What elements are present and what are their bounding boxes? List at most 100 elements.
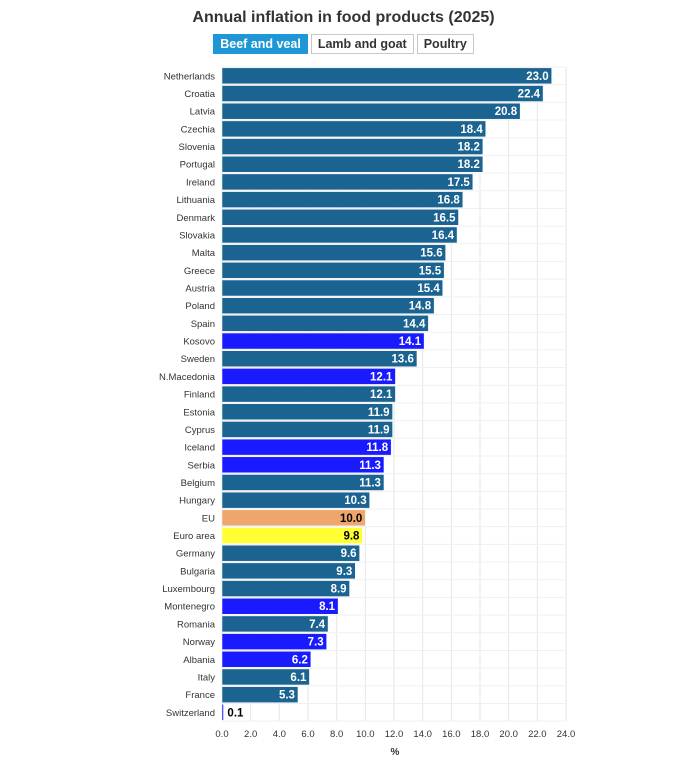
bar[interactable]: [221, 120, 486, 138]
bar[interactable]: [221, 385, 396, 403]
bar-value-label: 12.1: [370, 371, 393, 383]
x-tick-label: 2.0: [244, 729, 257, 740]
bar[interactable]: [221, 350, 418, 367]
bar-value-label: 18.4: [460, 124, 483, 136]
x-tick-label: 24.0: [557, 729, 576, 740]
bar-value-label: 16.8: [437, 195, 460, 207]
x-tick-label: 10.0: [356, 729, 375, 740]
bar[interactable]: [221, 155, 484, 173]
x-tick-label: 20.0: [499, 729, 518, 740]
bar-value-label: 18.2: [457, 142, 479, 154]
bars: 23.0 22.420.8 18.4 18.2 18.2 17.5 16.8 16.5 16.4…: [221, 67, 552, 721]
tab-poultry[interactable]: Poultry: [416, 34, 474, 54]
bar[interactable]: [221, 491, 370, 509]
x-tick-label: 6.0: [301, 729, 314, 740]
x-tick-label: 18.0: [471, 729, 490, 740]
bar[interactable]: [221, 315, 429, 332]
bar[interactable]: [221, 102, 521, 120]
category-label: Portugal: [180, 160, 215, 171]
category-labels: Netherlands Croatia Latvia Czechia Slovenia P…: [159, 71, 216, 718]
bar[interactable]: [221, 438, 392, 456]
bar[interactable]: [221, 562, 356, 580]
bar-value-label: 6.1: [290, 672, 307, 684]
bar-value-label: 9.6: [341, 548, 357, 560]
bar-value-label: 15.6: [420, 248, 442, 260]
bar[interactable]: [221, 544, 360, 562]
bar[interactable]: [221, 633, 327, 650]
bar-value-label: 0.1: [227, 707, 244, 719]
category-label: France: [185, 690, 215, 701]
category-label: Croatia: [184, 89, 215, 100]
category-label: Luxembourg: [162, 584, 215, 595]
bar-value-label: 15.4: [417, 283, 440, 295]
bar-value-label: 10.3: [344, 495, 366, 507]
bar[interactable]: [221, 244, 446, 261]
bar-value-label: 8.1: [319, 601, 336, 613]
bar-value-label: 14.1: [399, 336, 422, 348]
bar[interactable]: [221, 615, 329, 633]
category-label: Hungary: [179, 496, 215, 507]
category-label: Italy: [198, 672, 216, 683]
x-tick-label: 14.0: [413, 729, 432, 740]
bar[interactable]: [221, 173, 474, 191]
bar[interactable]: [221, 668, 310, 686]
category-label: Slovakia: [179, 230, 216, 241]
bar-value-label: 23.0: [526, 71, 548, 83]
bar[interactable]: [221, 403, 393, 421]
category-label: Montenegro: [164, 602, 215, 613]
category-label: Sweden: [181, 354, 215, 365]
bar[interactable]: [221, 421, 393, 438]
bar[interactable]: [221, 209, 459, 226]
x-axis-ticks: 0.0 2.0 4.0 6.0 8.0 10.0 12.0 14.0 16.0 18.0 20.0 2…: [215, 729, 575, 740]
bar-value-label: 5.3: [279, 690, 295, 702]
category-label: Estonia: [183, 407, 215, 418]
bar[interactable]: [221, 474, 385, 491]
category-label: N.Macedonia: [159, 372, 216, 383]
bar-value-label: 16.5: [433, 212, 456, 224]
bar[interactable]: [221, 597, 339, 615]
bar[interactable]: [221, 67, 552, 85]
bar[interactable]: [221, 580, 350, 597]
bar[interactable]: [221, 85, 544, 102]
bar-value-label: 11.9: [368, 424, 390, 436]
bar[interactable]: [221, 686, 299, 703]
bar[interactable]: [221, 456, 385, 474]
bar[interactable]: [221, 138, 484, 155]
bar-value-label: 20.8: [495, 106, 518, 118]
bar[interactable]: [221, 226, 458, 244]
x-tick-label: 12.0: [385, 729, 404, 740]
chart-title: Annual inflation in food products (2025): [192, 9, 495, 26]
bar-value-label: 17.5: [447, 177, 470, 189]
bar[interactable]: [221, 297, 435, 314]
category-label: Greece: [184, 266, 215, 277]
bar[interactable]: [221, 279, 443, 297]
bar-value-label: 11.8: [366, 442, 388, 454]
bar-value-label: 14.4: [403, 318, 426, 330]
tab-beef-and-veal[interactable]: Beef and veal: [213, 34, 308, 54]
bar[interactable]: [221, 704, 224, 721]
bar[interactable]: [221, 651, 312, 668]
bar-value-label: 10.0: [340, 513, 362, 525]
category-label: Norway: [183, 637, 215, 648]
bar[interactable]: [221, 191, 464, 208]
bar-value-label: 8.9: [331, 584, 347, 596]
category-label: Finland: [184, 390, 215, 401]
category-label: Bulgaria: [180, 566, 216, 577]
bar[interactable]: [221, 527, 363, 544]
bar[interactable]: [221, 262, 445, 279]
tab-lamb-and-goat[interactable]: Lamb and goat: [310, 34, 414, 54]
bar-value-label: 13.6: [392, 354, 414, 366]
category-label: Austria: [185, 284, 215, 295]
bar-value-label: 18.2: [457, 159, 479, 171]
bar[interactable]: [221, 368, 396, 385]
bar-value-label: 6.2: [292, 654, 308, 666]
bar[interactable]: [221, 332, 425, 350]
bar-value-label: 7.3: [308, 637, 324, 649]
bar-value-label: 9.3: [336, 566, 352, 578]
x-tick-label: 16.0: [442, 729, 461, 740]
category-label: Kosovo: [183, 337, 215, 348]
bar-value-label: 9.8: [343, 531, 360, 543]
bar-value-label: 11.9: [368, 407, 390, 419]
bar[interactable]: [221, 509, 366, 527]
